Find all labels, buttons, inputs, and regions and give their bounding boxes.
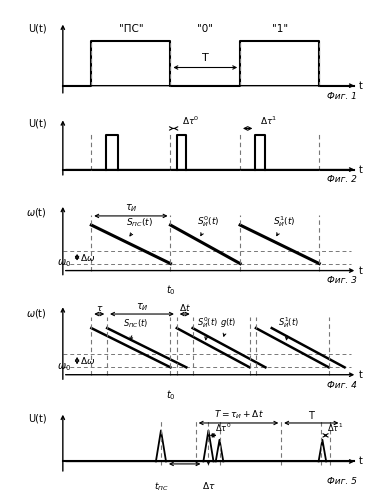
Text: U(t): U(t) [29, 413, 47, 423]
Text: $\Delta\tau^0$: $\Delta\tau^0$ [215, 421, 231, 434]
Text: $\Delta\tau^1$: $\Delta\tau^1$ [260, 114, 277, 127]
Text: $g(t)$: $g(t)$ [220, 316, 236, 336]
Text: $\Delta\tau$: $\Delta\tau$ [201, 480, 215, 491]
Text: t: t [359, 164, 363, 174]
Text: U(t): U(t) [29, 118, 47, 128]
Text: $t_0$: $t_0$ [166, 283, 175, 297]
Text: T: T [308, 411, 314, 421]
Text: Фиг. 5: Фиг. 5 [327, 478, 357, 486]
Text: $t_{ПС}$: $t_{ПС}$ [154, 480, 168, 492]
Text: t: t [359, 80, 363, 90]
Text: $\omega$(t): $\omega$(t) [26, 306, 47, 320]
Text: $\tau_И$: $\tau_И$ [135, 300, 148, 312]
Text: $\omega_0$: $\omega_0$ [56, 258, 71, 270]
Text: $t_0$: $t_0$ [166, 388, 175, 402]
Text: "0": "0" [197, 24, 213, 34]
Text: $\Delta\omega$: $\Delta\omega$ [80, 355, 96, 366]
Text: $\Delta\omega$: $\Delta\omega$ [80, 252, 96, 263]
Text: $\tau$: $\tau$ [95, 304, 103, 312]
Text: $\Delta\tau^1$: $\Delta\tau^1$ [327, 421, 344, 434]
Text: U(t): U(t) [29, 23, 47, 33]
Text: $T=\tau_И+\Delta t$: $T=\tau_И+\Delta t$ [213, 408, 264, 421]
Text: Фиг. 2: Фиг. 2 [327, 176, 357, 184]
Text: $S^0_{И}(t)$: $S^0_{И}(t)$ [197, 316, 218, 340]
Text: $S^0_{И}(t)$: $S^0_{И}(t)$ [197, 214, 220, 236]
Text: "1": "1" [272, 24, 288, 34]
Text: $\tau_И$: $\tau_И$ [125, 202, 137, 214]
Text: Фиг. 4: Фиг. 4 [327, 380, 357, 390]
Text: $\omega_0$: $\omega_0$ [56, 362, 71, 373]
Text: "ПС": "ПС" [119, 24, 143, 34]
Text: Фиг. 3: Фиг. 3 [327, 276, 357, 284]
Text: t: t [359, 266, 363, 276]
Text: $S^1_{И}(t)$: $S^1_{И}(t)$ [278, 316, 299, 340]
Text: t: t [359, 456, 363, 466]
Text: t: t [359, 370, 363, 380]
Text: $\Delta\tau^0$: $\Delta\tau^0$ [181, 114, 199, 127]
Text: T: T [202, 54, 209, 64]
Text: $S^1_{И}(t)$: $S^1_{И}(t)$ [273, 214, 296, 236]
Text: $S_{ПС}(t)$: $S_{ПС}(t)$ [123, 318, 148, 340]
Text: $\omega$(t): $\omega$(t) [26, 206, 47, 219]
Text: $S_{ПС}(t)$: $S_{ПС}(t)$ [126, 216, 153, 236]
Text: $\Delta t$: $\Delta t$ [179, 302, 191, 312]
Text: Фиг. 1: Фиг. 1 [327, 92, 357, 101]
